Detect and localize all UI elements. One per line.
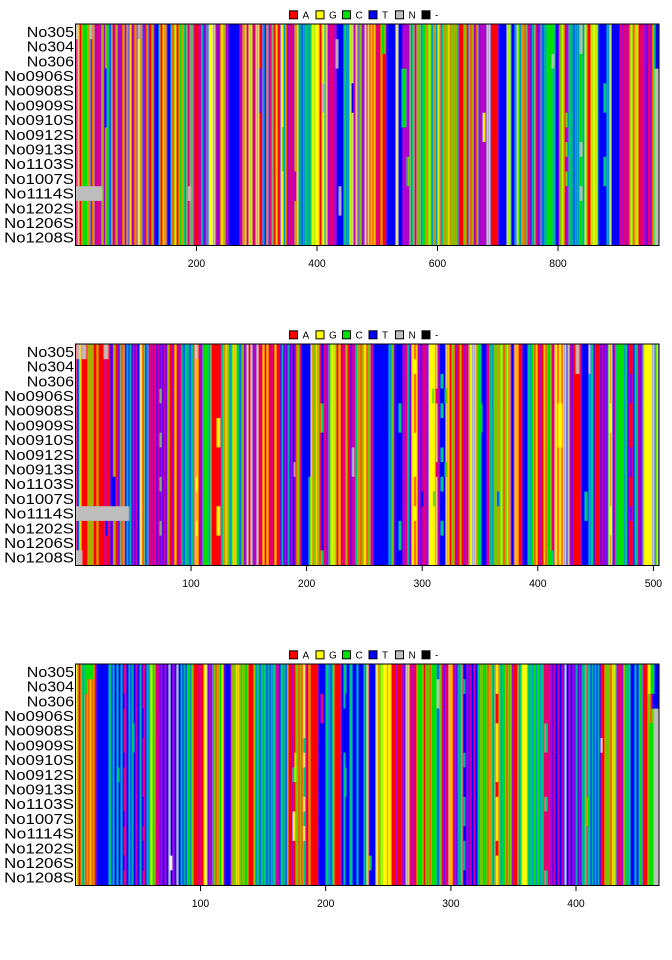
svg-text:No306: No306 — [27, 54, 74, 70]
svg-text:No1103S: No1103S — [4, 157, 74, 173]
svg-text:-: - — [435, 11, 438, 22]
svg-text:-: - — [435, 331, 438, 342]
svg-text:No1206S: No1206S — [4, 856, 74, 872]
svg-text:No0909S: No0909S — [4, 738, 74, 754]
svg-text:N: N — [409, 331, 416, 342]
svg-text:No1208S: No1208S — [4, 871, 74, 887]
svg-text:No305: No305 — [27, 665, 74, 681]
svg-text:300: 300 — [442, 898, 459, 910]
svg-text:No0910S: No0910S — [4, 113, 74, 129]
svg-text:No1007S: No1007S — [4, 492, 74, 508]
svg-text:No0910S: No0910S — [4, 433, 74, 449]
svg-text:200: 200 — [298, 578, 315, 590]
svg-text:No1208S: No1208S — [4, 551, 74, 567]
svg-text:A: A — [303, 331, 310, 342]
svg-text:100: 100 — [192, 898, 209, 910]
svg-text:200: 200 — [188, 258, 205, 270]
svg-text:C: C — [356, 331, 363, 342]
svg-text:N: N — [409, 651, 416, 662]
svg-text:A: A — [303, 651, 310, 662]
svg-text:No0912S: No0912S — [4, 128, 74, 144]
svg-text:300: 300 — [414, 578, 431, 590]
svg-text:No0912S: No0912S — [4, 768, 74, 784]
svg-text:No0913S: No0913S — [4, 462, 74, 478]
svg-text:No304: No304 — [27, 40, 74, 56]
svg-text:No1114S: No1114S — [4, 827, 74, 843]
svg-text:100: 100 — [182, 578, 199, 590]
svg-text:T: T — [382, 331, 388, 342]
svg-text:-: - — [435, 651, 438, 662]
svg-text:No306: No306 — [27, 374, 74, 390]
svg-text:No0906S: No0906S — [4, 69, 74, 85]
svg-text:No1208S: No1208S — [4, 231, 74, 247]
svg-text:200: 200 — [317, 898, 334, 910]
svg-text:No304: No304 — [27, 360, 74, 376]
svg-text:No1103S: No1103S — [4, 477, 74, 493]
svg-text:No304: No304 — [27, 680, 74, 696]
svg-text:400: 400 — [567, 898, 584, 910]
svg-text:No0913S: No0913S — [4, 142, 74, 158]
svg-text:No1114S: No1114S — [4, 507, 74, 523]
svg-text:No0910S: No0910S — [4, 753, 74, 769]
svg-text:800: 800 — [549, 258, 566, 270]
svg-text:G: G — [329, 331, 337, 342]
svg-text:No1206S: No1206S — [4, 216, 74, 232]
svg-text:No1202S: No1202S — [4, 841, 74, 857]
svg-text:No1202S: No1202S — [4, 201, 74, 217]
svg-text:No1103S: No1103S — [4, 797, 74, 813]
svg-text:500: 500 — [645, 578, 662, 590]
svg-text:400: 400 — [529, 578, 546, 590]
svg-text:No305: No305 — [27, 25, 74, 41]
svg-text:No0912S: No0912S — [4, 448, 74, 464]
svg-text:C: C — [356, 651, 363, 662]
svg-text:No0906S: No0906S — [4, 709, 74, 725]
svg-text:No0908S: No0908S — [4, 404, 74, 420]
svg-text:N: N — [409, 11, 416, 22]
svg-text:G: G — [329, 11, 337, 22]
svg-text:No0906S: No0906S — [4, 389, 74, 405]
svg-text:No1206S: No1206S — [4, 536, 74, 552]
svg-text:G: G — [329, 651, 337, 662]
svg-text:No0908S: No0908S — [4, 84, 74, 100]
svg-text:T: T — [382, 11, 388, 22]
svg-text:No1202S: No1202S — [4, 521, 74, 537]
svg-text:No0909S: No0909S — [4, 98, 74, 114]
svg-text:No1114S: No1114S — [4, 187, 74, 203]
svg-text:A: A — [303, 11, 310, 22]
svg-text:400: 400 — [308, 258, 325, 270]
svg-text:No1007S: No1007S — [4, 812, 74, 828]
svg-text:No306: No306 — [27, 694, 74, 710]
svg-text:600: 600 — [429, 258, 446, 270]
svg-text:C: C — [356, 11, 363, 22]
svg-text:T: T — [382, 651, 388, 662]
svg-text:No0913S: No0913S — [4, 782, 74, 798]
svg-text:No0908S: No0908S — [4, 724, 74, 740]
svg-text:No1007S: No1007S — [4, 172, 74, 188]
svg-text:No305: No305 — [27, 345, 74, 361]
svg-text:No0909S: No0909S — [4, 418, 74, 434]
